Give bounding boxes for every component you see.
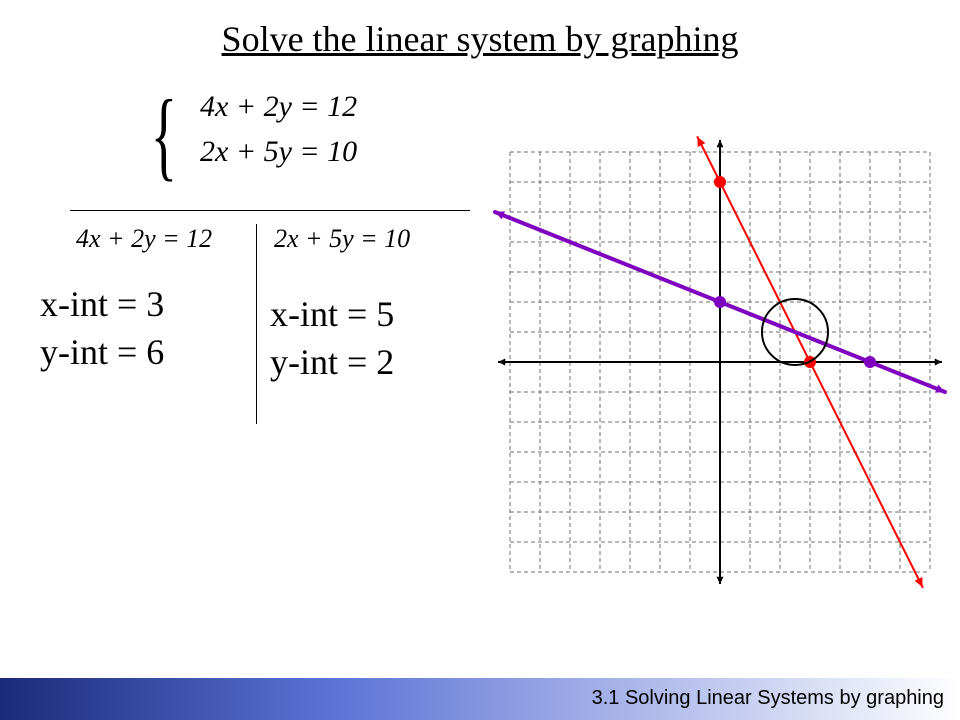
right-yint: y-int = 2 bbox=[270, 338, 394, 386]
work-right-eq: 2x + 5y = 10 bbox=[274, 224, 410, 254]
left-xint: x-int = 3 bbox=[40, 280, 164, 328]
left-yint: y-int = 6 bbox=[40, 328, 164, 376]
coordinate-graph bbox=[510, 152, 930, 572]
footer-text: 3.1 Solving Linear Systems by graphing bbox=[592, 687, 944, 710]
brace-symbol: { bbox=[151, 80, 177, 190]
right-xint: x-int = 5 bbox=[270, 290, 394, 338]
divider-vertical bbox=[256, 224, 257, 424]
divider-horizontal bbox=[70, 210, 470, 211]
system-eq2: 2x + 5y = 10 bbox=[200, 135, 357, 169]
page-title: Solve the linear system by graphing bbox=[0, 18, 960, 60]
intercepts-right: x-int = 5 y-int = 2 bbox=[270, 290, 394, 386]
system-eq1: 4x + 2y = 12 bbox=[200, 90, 357, 124]
intercepts-left: x-int = 3 y-int = 6 bbox=[40, 280, 164, 376]
work-left-eq: 4x + 2y = 12 bbox=[76, 224, 212, 254]
